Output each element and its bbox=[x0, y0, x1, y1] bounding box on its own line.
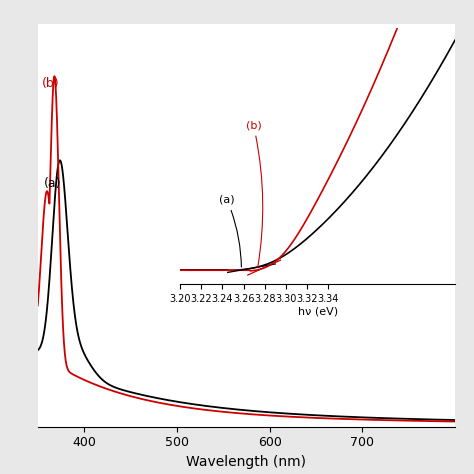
Text: (a): (a) bbox=[44, 177, 61, 191]
X-axis label: hν (eV): hν (eV) bbox=[298, 307, 337, 317]
Text: (b): (b) bbox=[246, 120, 263, 267]
X-axis label: Wavelength (nm): Wavelength (nm) bbox=[186, 455, 307, 469]
Text: (a): (a) bbox=[219, 195, 241, 267]
Text: (b): (b) bbox=[42, 77, 59, 90]
